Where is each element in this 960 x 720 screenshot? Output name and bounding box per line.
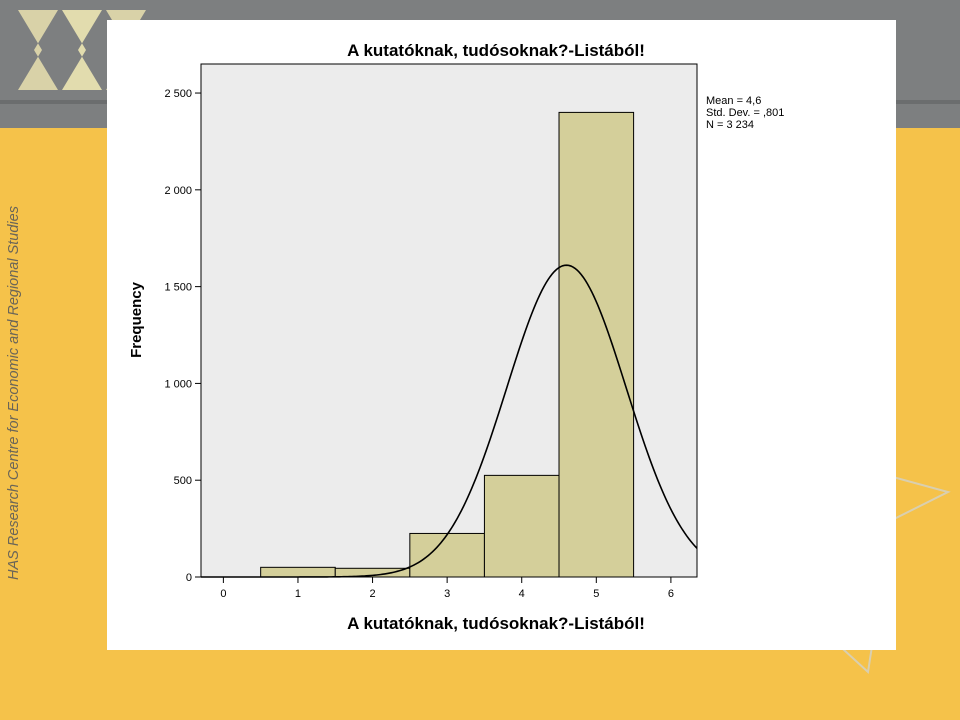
y-axis-label: Frequency	[128, 281, 145, 358]
x-tick-label: 3	[444, 588, 450, 600]
x-tick-label: 6	[668, 588, 674, 600]
x-tick-label: 1	[295, 588, 301, 600]
x-tick-label: 0	[220, 588, 226, 600]
x-tick-label: 2	[369, 588, 375, 600]
organization-name: HAS Research Centre for Economic and Reg…	[6, 206, 22, 580]
x-axis-label: A kutatóknak, tudósoknak?-Listából!	[347, 614, 645, 633]
chart-panel: A kutatóknak, tudósoknak?-Listából! 0 500…	[107, 20, 896, 650]
histogram-chart: A kutatóknak, tudósoknak?-Listából! 0 500…	[128, 41, 784, 633]
y-tick-label: 0	[186, 572, 192, 584]
bar-5	[558, 111, 635, 578]
bar-4	[483, 474, 560, 578]
y-tick-label: 2 000	[164, 185, 192, 197]
stat-line: Mean = 4,6	[706, 95, 761, 107]
x-tick-label: 5	[593, 588, 599, 600]
y-tick-label: 500	[174, 475, 192, 487]
x-tick-label: 4	[519, 588, 525, 600]
bar-3	[409, 532, 485, 578]
stat-line: N = 3 234	[706, 119, 754, 131]
y-tick-label: 1 000	[164, 378, 192, 390]
y-tick-label: 1 500	[164, 282, 192, 294]
y-tick-label: 2 500	[164, 88, 192, 100]
normal-curve	[201, 264, 698, 578]
stat-line: Std. Dev. = ,801	[706, 107, 784, 119]
chart-title: A kutatóknak, tudósoknak?-Listából!	[347, 41, 645, 60]
bar-1	[260, 566, 336, 578]
